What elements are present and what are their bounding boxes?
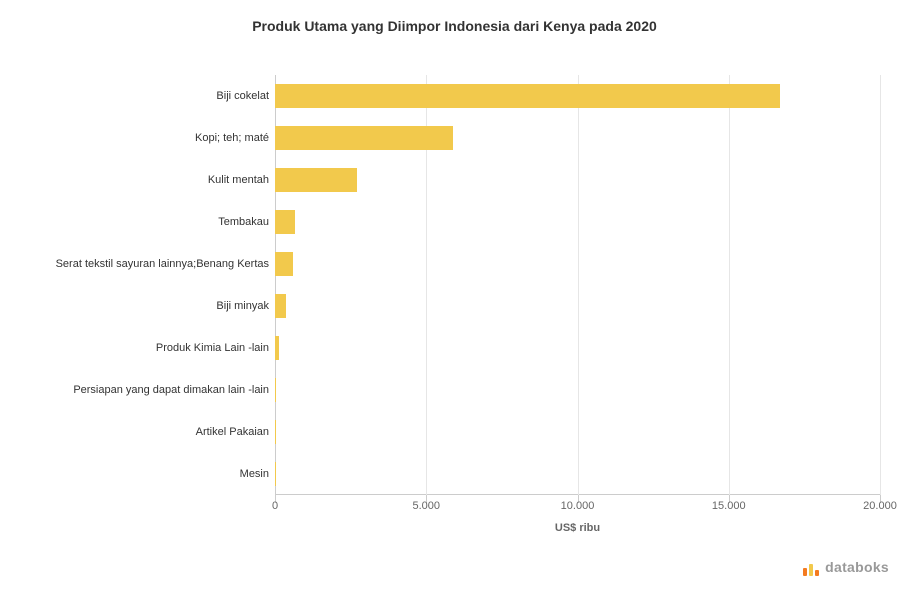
y-category-label: Serat tekstil sayuran lainnya;Benang Ker… [9,257,269,271]
bar-row [275,327,880,369]
x-axis-title: US$ ribu [275,522,880,534]
x-tick-label: 20.000 [850,500,909,512]
y-category-label: Tembakau [9,215,269,229]
x-tick-label: 5.000 [396,500,456,512]
bar-row [275,411,880,453]
y-category-label: Kulit mentah [9,173,269,187]
bar [275,210,295,234]
brand-bars-icon [803,560,821,576]
y-category-label: Biji cokelat [9,89,269,103]
plot-area [275,75,880,495]
bar [275,420,276,444]
bar [275,84,780,108]
bar [275,294,286,318]
bar [275,168,357,192]
chart-title: Produk Utama yang Diimpor Indonesia dari… [0,18,909,34]
y-category-label: Produk Kimia Lain -lain [9,341,269,355]
bar [275,378,276,402]
bar-row [275,159,880,201]
bar-row [275,243,880,285]
bar [275,126,453,150]
bar-row [275,453,880,495]
bar [275,336,279,360]
x-gridline [880,75,881,495]
brand-logo: databoks [803,559,889,576]
bar [275,462,276,486]
y-category-label: Mesin [9,467,269,481]
chart-container: Produk Utama yang Diimpor Indonesia dari… [0,0,909,590]
bar-row [275,285,880,327]
bar [275,252,293,276]
y-category-label: Persiapan yang dapat dimakan lain -lain [9,383,269,397]
y-category-label: Biji minyak [9,299,269,313]
bar-row [275,369,880,411]
bar-row [275,117,880,159]
x-tick-label: 15.000 [699,500,759,512]
x-tick-label: 0 [245,500,305,512]
y-category-label: Artikel Pakaian [9,425,269,439]
bar-row [275,201,880,243]
y-category-label: Kopi; teh; maté [9,131,269,145]
x-tick-label: 10.000 [548,500,608,512]
bar-row [275,75,880,117]
brand-text: databoks [825,559,889,575]
